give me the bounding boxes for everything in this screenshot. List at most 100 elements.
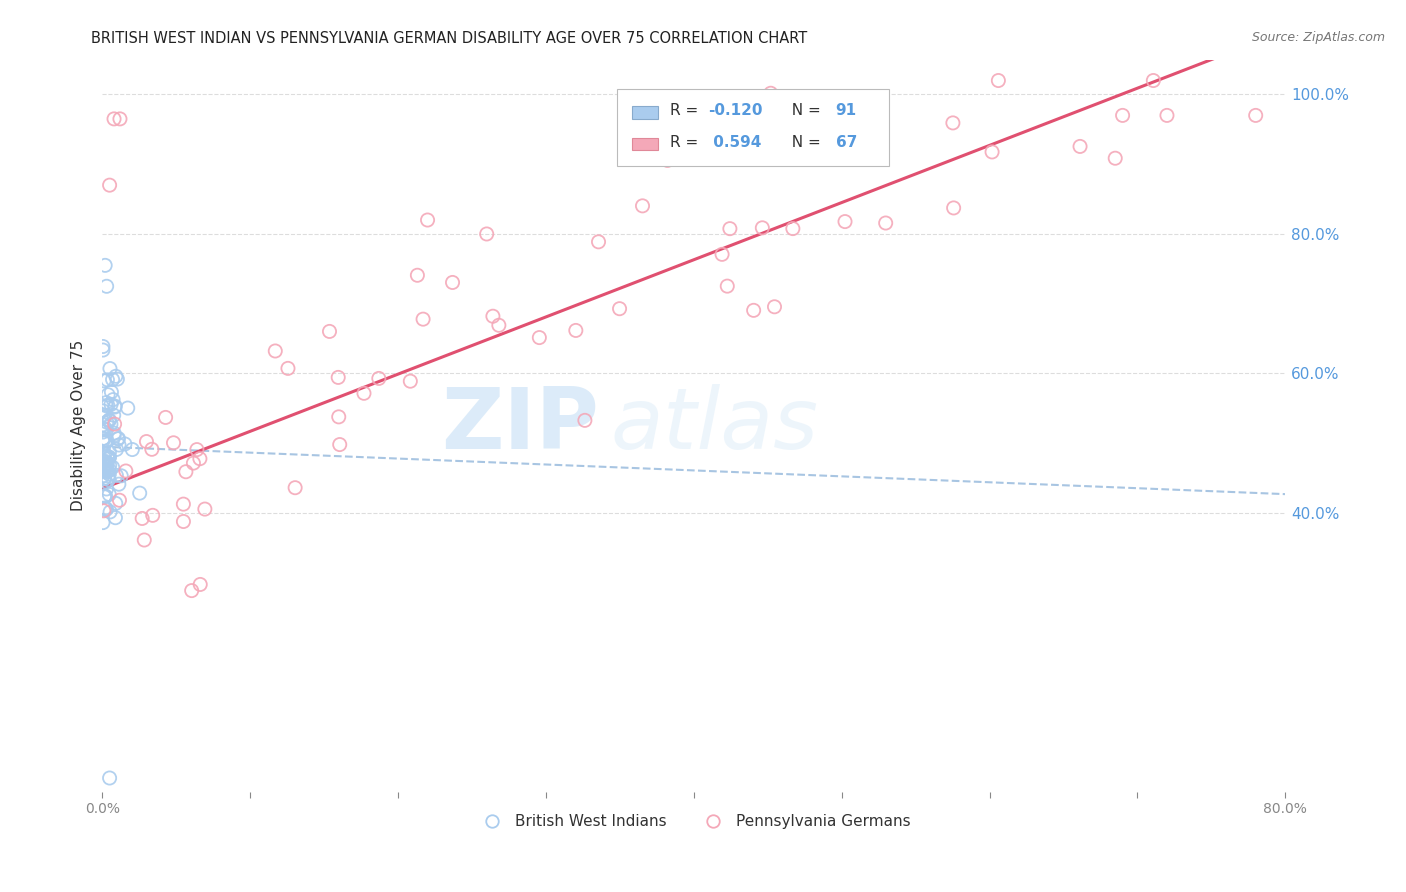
Point xyxy=(98,467,121,482)
Point xyxy=(101,460,124,475)
Point xyxy=(97,452,120,467)
Point xyxy=(91,404,114,418)
Point xyxy=(1156,108,1178,122)
Point xyxy=(180,583,202,598)
Point xyxy=(96,459,118,474)
Point xyxy=(98,487,121,501)
Point xyxy=(588,235,610,249)
Point xyxy=(1142,73,1164,87)
Point xyxy=(91,417,114,432)
FancyBboxPatch shape xyxy=(617,89,889,166)
Point xyxy=(188,451,211,466)
Point xyxy=(367,371,389,385)
Point xyxy=(1111,108,1133,122)
Point xyxy=(96,423,118,437)
Point xyxy=(108,112,131,126)
Point xyxy=(103,428,125,442)
Point xyxy=(98,771,121,785)
Point xyxy=(711,247,734,261)
Point xyxy=(93,431,115,445)
Point xyxy=(93,504,115,518)
Point xyxy=(108,477,131,491)
Text: Source: ZipAtlas.com: Source: ZipAtlas.com xyxy=(1251,31,1385,45)
Point xyxy=(107,432,129,446)
Point xyxy=(98,450,121,465)
Point xyxy=(172,497,194,511)
Point xyxy=(194,502,217,516)
Point xyxy=(107,432,129,446)
Point xyxy=(105,442,128,457)
Text: N =: N = xyxy=(783,135,827,150)
Point xyxy=(94,458,117,472)
Point xyxy=(981,145,1004,159)
Point xyxy=(117,401,139,415)
Point xyxy=(96,395,118,409)
Point xyxy=(142,508,165,523)
Point xyxy=(98,413,121,427)
Point xyxy=(141,442,163,457)
Point xyxy=(94,399,117,413)
Point xyxy=(98,178,121,193)
Point xyxy=(91,454,114,468)
Point xyxy=(188,577,211,591)
Point xyxy=(96,456,118,470)
Point xyxy=(94,461,117,475)
Point xyxy=(264,343,287,358)
Point xyxy=(96,434,118,448)
Point xyxy=(93,374,115,388)
Point xyxy=(98,414,121,428)
Point xyxy=(101,392,124,407)
Point xyxy=(162,435,184,450)
Point xyxy=(100,385,122,400)
Point xyxy=(134,533,156,547)
Point xyxy=(96,463,118,477)
Point xyxy=(742,303,765,318)
Point xyxy=(412,312,434,326)
Point xyxy=(574,413,596,427)
Point xyxy=(441,276,464,290)
Point xyxy=(609,301,631,316)
Point xyxy=(96,415,118,429)
Point xyxy=(353,386,375,401)
Point xyxy=(328,370,350,384)
Point xyxy=(94,500,117,515)
Point xyxy=(101,372,124,386)
Point xyxy=(657,153,679,168)
Point xyxy=(98,361,121,376)
Point xyxy=(103,426,125,441)
Text: R =: R = xyxy=(671,103,703,119)
Point xyxy=(121,442,143,457)
Point xyxy=(416,213,439,227)
Legend: British West Indians, Pennsylvania Germans: British West Indians, Pennsylvania Germa… xyxy=(471,808,917,836)
Point xyxy=(565,323,588,337)
Point xyxy=(759,87,782,101)
Point xyxy=(94,475,117,489)
Point xyxy=(108,438,131,452)
Point xyxy=(94,489,117,503)
Point xyxy=(1104,151,1126,165)
Point xyxy=(183,456,205,470)
Bar xyxy=(633,106,658,119)
Point xyxy=(105,372,128,386)
Point xyxy=(718,221,741,235)
Bar xyxy=(633,137,658,151)
Point xyxy=(94,436,117,450)
Point xyxy=(91,434,114,448)
Point xyxy=(318,325,340,339)
Point xyxy=(186,442,208,457)
Point xyxy=(103,417,125,431)
Point xyxy=(96,482,118,496)
Point xyxy=(96,279,118,293)
Point xyxy=(96,373,118,387)
Point xyxy=(782,221,804,235)
Point xyxy=(97,473,120,487)
Point xyxy=(482,310,505,324)
Text: BRITISH WEST INDIAN VS PENNSYLVANIA GERMAN DISABILITY AGE OVER 75 CORRELATION CH: BRITISH WEST INDIAN VS PENNSYLVANIA GERM… xyxy=(91,31,807,46)
Point xyxy=(94,454,117,468)
Point xyxy=(94,409,117,424)
Text: 0.594: 0.594 xyxy=(709,135,761,150)
Point xyxy=(103,112,125,126)
Point xyxy=(94,258,117,272)
Point xyxy=(98,445,121,459)
Point xyxy=(1244,108,1267,122)
